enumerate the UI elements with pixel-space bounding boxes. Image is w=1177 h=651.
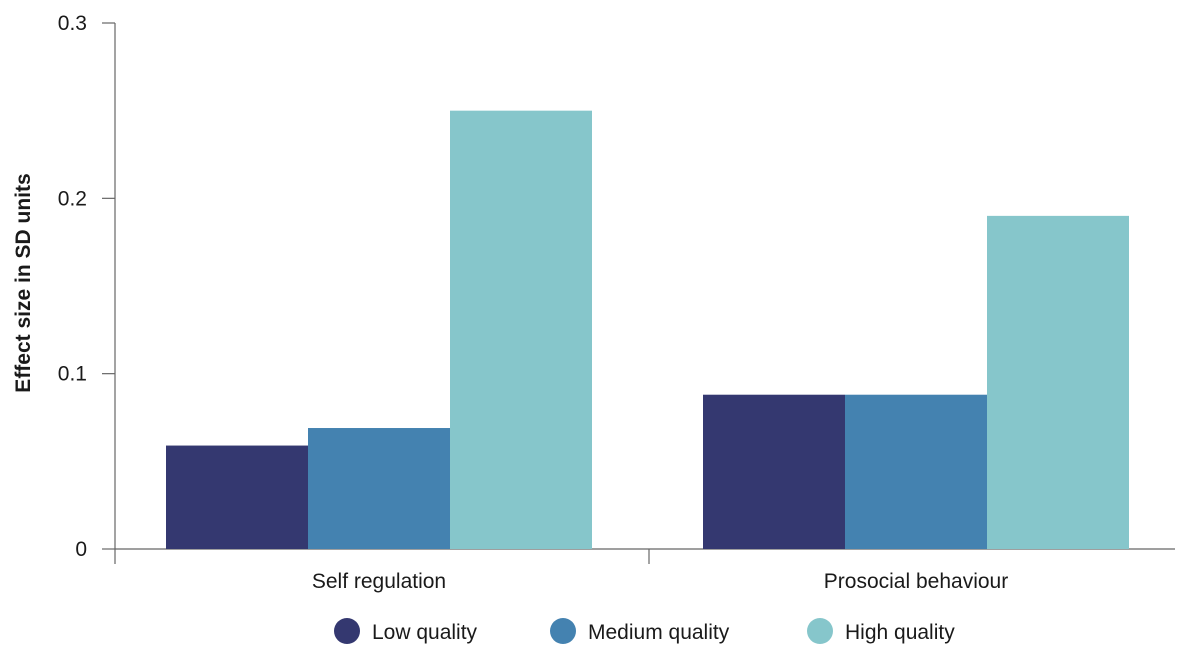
legend: Low quality Medium quality High quality (334, 618, 955, 644)
bar-high-quality (450, 110, 592, 550)
legend-marker (807, 618, 833, 644)
bar-medium-quality (845, 394, 987, 549)
y-tick-label: 0.1 (58, 363, 87, 386)
legend-label: Low quality (372, 621, 478, 644)
bars (166, 110, 1129, 550)
x-category-label: Prosocial behaviour (824, 570, 1008, 593)
legend-label: Medium quality (588, 621, 730, 644)
bar-high-quality (987, 215, 1129, 549)
y-tick-label: 0.2 (58, 187, 87, 210)
y-axis-title: Effect size in SD units (12, 173, 35, 392)
y-tick-label: 0 (75, 538, 87, 561)
legend-marker (550, 618, 576, 644)
bar-low-quality (703, 394, 845, 549)
bar-low-quality (166, 445, 308, 549)
y-tick-label: 0.3 (58, 12, 87, 35)
x-category-label: Self regulation (312, 570, 446, 593)
x-axis: Self regulation Prosocial behaviour (115, 548, 1175, 593)
legend-label: High quality (845, 621, 955, 644)
bar-medium-quality (308, 428, 450, 549)
y-axis: 0 0.1 0.2 0.3 (58, 12, 116, 564)
legend-marker (334, 618, 360, 644)
